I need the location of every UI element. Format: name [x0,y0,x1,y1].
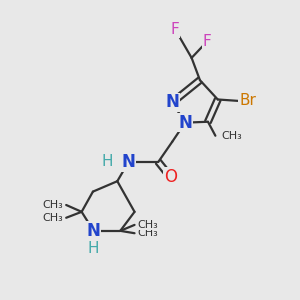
Text: Br: Br [239,94,256,109]
Text: O: O [164,168,177,186]
Text: CH₃: CH₃ [221,131,242,141]
Text: CH₃: CH₃ [137,220,158,230]
Text: H: H [88,241,99,256]
Text: N: N [178,114,192,132]
Text: F: F [203,34,212,49]
Text: CH₃: CH₃ [43,213,63,223]
Text: N: N [122,153,136,171]
Text: F: F [171,22,180,37]
Text: CH₃: CH₃ [137,228,158,238]
Text: CH₃: CH₃ [43,200,63,210]
Text: N: N [87,222,100,240]
Text: H: H [101,154,113,169]
Text: N: N [165,93,179,111]
